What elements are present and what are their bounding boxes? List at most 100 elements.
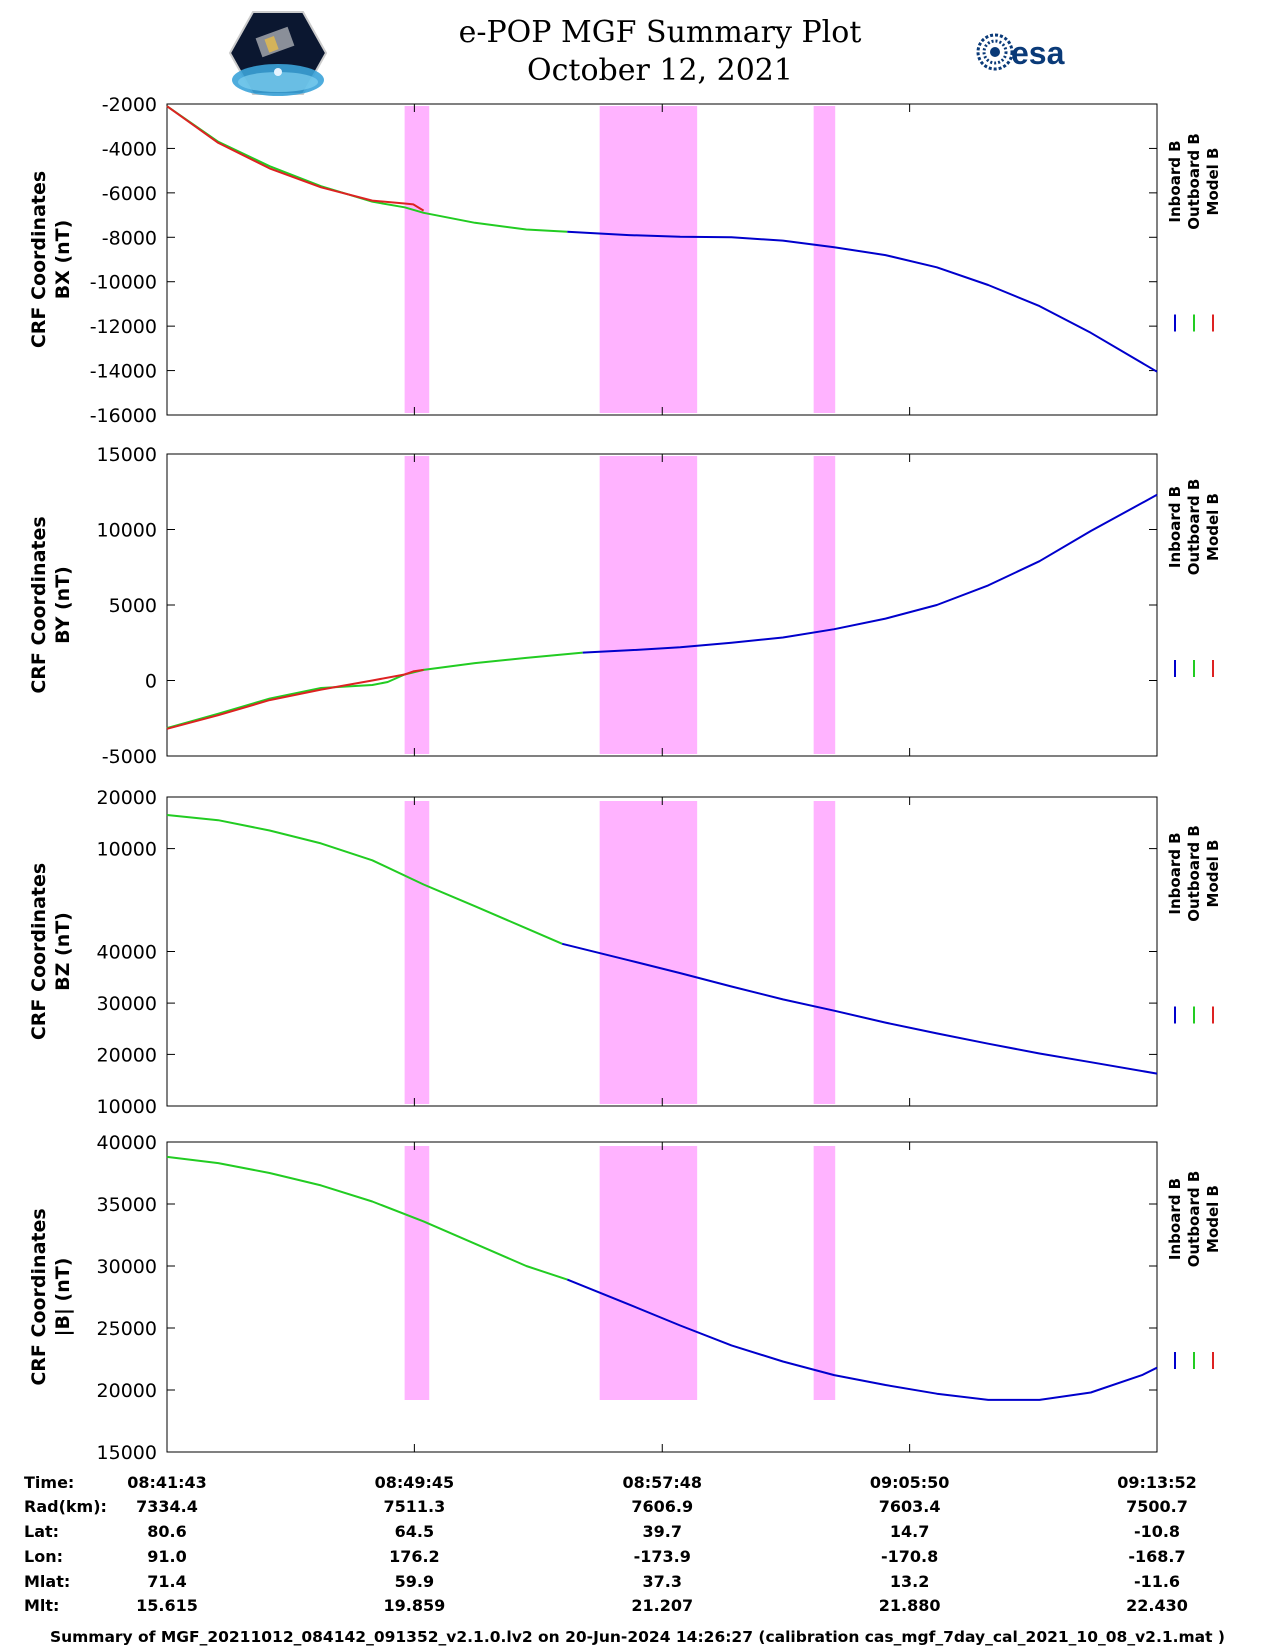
- y-tick-label: -14000: [90, 361, 157, 383]
- ephemeris-value: 19.859: [383, 1596, 445, 1615]
- series-line-outboard-b: [166, 651, 583, 730]
- y-axis-unit-label: BZ (nT): [52, 912, 74, 991]
- legend-label: Model B: [1204, 840, 1222, 908]
- series-line-inboard-b: [582, 493, 1158, 654]
- panel-3: 20000 10000 40000 30000 20000 10000 CRF Coordi…: [28, 787, 1222, 1118]
- ephemeris-row-label: Lon:: [24, 1547, 63, 1566]
- ephemeris-value: 08:49:45: [375, 1473, 455, 1492]
- y-tick-label: 20000: [97, 1044, 157, 1066]
- shaded-interval: [599, 106, 698, 413]
- esa-logo-text: esa: [1011, 35, 1065, 71]
- y-tick-label: -6000: [102, 183, 157, 205]
- ephemeris-value: 91.0: [147, 1547, 186, 1566]
- series-line-model-b: [166, 105, 425, 212]
- ephemeris-row-label: Lat:: [24, 1522, 59, 1541]
- legend-label: Outboard B: [1185, 133, 1203, 230]
- ephemeris-value: 7603.4: [879, 1497, 941, 1516]
- ephemeris-value: 14.7: [890, 1522, 929, 1541]
- legend-label: Inboard B: [1166, 1178, 1184, 1260]
- ephemeris-value: 09:13:52: [1117, 1473, 1197, 1492]
- ephemeris-value: -173.9: [634, 1547, 691, 1566]
- y-tick-label: 40000: [97, 942, 157, 964]
- y-tick-label: -2000: [102, 94, 157, 116]
- shaded-interval: [599, 1146, 698, 1400]
- ephemeris-value: 59.9: [395, 1572, 434, 1591]
- ephemeris-value: 7500.7: [1126, 1497, 1188, 1516]
- shaded-interval: [813, 456, 836, 754]
- legend-label: Outboard B: [1185, 825, 1203, 922]
- ephemeris-value: 13.2: [890, 1572, 929, 1591]
- y-tick-label: 5000: [109, 595, 157, 617]
- ephemeris-value: -170.8: [881, 1547, 938, 1566]
- ephemeris-value: 15.615: [136, 1596, 198, 1615]
- y-tick-label: -16000: [90, 405, 157, 427]
- y-tick-label: -5000: [102, 746, 157, 768]
- y-tick-label: 20000: [97, 1380, 157, 1402]
- series-line-outboard-b: [166, 814, 563, 945]
- ephemeris-value: -168.7: [1128, 1547, 1185, 1566]
- esa-logo: esa: [976, 33, 1065, 71]
- legend-label: Model B: [1204, 148, 1222, 216]
- ephemeris-value: 7511.3: [383, 1497, 445, 1516]
- legend-label: Outboard B: [1185, 479, 1203, 576]
- y-axis-unit-label: BX (nT): [52, 220, 74, 300]
- series-line-inboard-b: [566, 1278, 1158, 1401]
- shaded-interval: [404, 1146, 430, 1400]
- y-tick-label: -8000: [102, 227, 157, 249]
- ephemeris-value: -10.8: [1134, 1522, 1180, 1541]
- y-tick-label: -12000: [90, 316, 157, 338]
- ephemeris-value: 08:57:48: [622, 1473, 702, 1492]
- y-tick-label: 40000: [97, 1132, 157, 1154]
- y-tick-label: 35000: [97, 1194, 157, 1216]
- y-tick-label: -10000: [90, 272, 157, 294]
- series-line-inboard-b: [567, 230, 1158, 373]
- y-tick-label: -4000: [102, 138, 157, 160]
- legend-label: Inboard B: [1166, 832, 1184, 914]
- shaded-interval: [813, 801, 836, 1104]
- y-axis-unit-label: |B| (nT): [52, 1258, 74, 1337]
- shaded-interval: [404, 106, 430, 413]
- series-line-model-b: [166, 668, 424, 730]
- y-axis-unit-label: BY (nT): [52, 566, 74, 644]
- ephemeris-value: 09:05:50: [870, 1473, 950, 1492]
- footer-text: Summary of MGF_20211012_084142_091352_v2…: [49, 1628, 1226, 1646]
- ephemeris-value: 39.7: [643, 1522, 682, 1541]
- panel-1: -2000 -4000 -6000 -8000 -10000 -12000 -14000 -1…: [28, 94, 1222, 427]
- legend-label: Model B: [1204, 493, 1222, 561]
- ephemeris-value: 80.6: [147, 1522, 186, 1541]
- ephemeris-value: 22.430: [1126, 1596, 1188, 1615]
- shaded-interval: [599, 801, 698, 1104]
- ephemeris-value: 7606.9: [631, 1497, 693, 1516]
- y-tick-label: 10000: [97, 520, 157, 542]
- shaded-interval: [404, 801, 430, 1104]
- y-axis-label: CRF Coordinates: [28, 516, 50, 693]
- y-tick-label: 30000: [97, 993, 157, 1015]
- ephemeris-value: 71.4: [147, 1572, 186, 1591]
- panel-4: 40000 35000 30000 25000 20000 15000 CRF Coordi…: [28, 1132, 1222, 1464]
- legend-label: Outboard B: [1185, 1171, 1203, 1268]
- y-tick-label: 30000: [97, 1256, 157, 1278]
- panel-2: 15000 10000 5000 0 -5000 CRF Coordinates BY (n…: [28, 444, 1222, 768]
- ephemeris-value: 64.5: [395, 1522, 434, 1541]
- y-axis-label: CRF Coordinates: [28, 171, 50, 348]
- y-tick-label: 10000: [97, 1096, 157, 1118]
- y-tick-label: 20000: [97, 787, 157, 809]
- y-tick-label: 10000: [97, 839, 157, 861]
- shaded-interval: [404, 456, 430, 754]
- ephemeris-row-label: Mlt:: [24, 1596, 59, 1615]
- ephemeris-value: -11.6: [1134, 1572, 1180, 1591]
- y-tick-label: 15000: [97, 1442, 157, 1464]
- ephemeris-value: 08:41:43: [127, 1473, 207, 1492]
- ephemeris-row-label: Rad(km):: [24, 1497, 107, 1516]
- series-line-outboard-b: [166, 105, 568, 233]
- plot-title: e-POP MGF Summary Plot October 12, 2021: [340, 14, 980, 90]
- shaded-interval: [599, 456, 698, 754]
- ephemeris-value: 21.880: [879, 1596, 941, 1615]
- ephemeris-value: 37.3: [643, 1572, 682, 1591]
- ephemeris-value: 21.207: [631, 1596, 693, 1615]
- y-axis-label: CRF Coordinates: [28, 863, 50, 1040]
- legend-label: Model B: [1204, 1185, 1222, 1253]
- series-line-outboard-b: [166, 1155, 568, 1281]
- shaded-interval: [813, 106, 836, 413]
